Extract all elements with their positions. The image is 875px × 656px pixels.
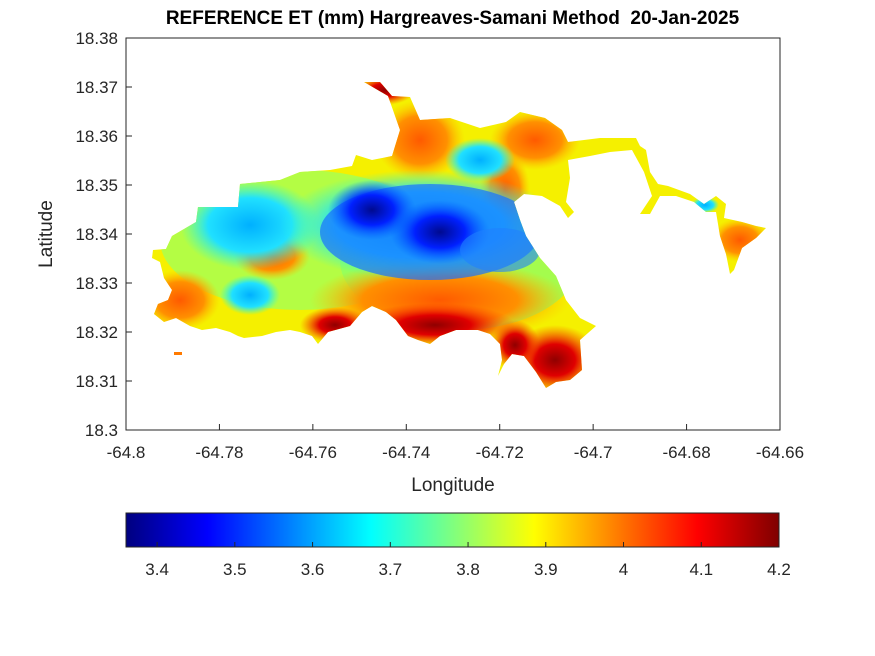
cyan-zone: [445, 138, 515, 182]
x-axis-label: Longitude: [411, 475, 494, 496]
colorbar-tick-label: 3.7: [378, 560, 402, 579]
y-axis-label: Latitude: [36, 200, 57, 268]
x-tick-label: -64.8: [107, 443, 146, 462]
x-axis-ticks: -64.8 -64.78 -64.76 -64.74 -64.72 -64.7 -64.68…: [107, 424, 804, 462]
y-tick-label: 18.33: [75, 274, 118, 293]
colorbar-tick-label: 4: [619, 560, 628, 579]
x-tick-label: -64.78: [195, 443, 243, 462]
x-tick-label: -64.66: [756, 443, 804, 462]
x-tick-label: -64.74: [382, 443, 430, 462]
colorbar-tick-label: 3.5: [223, 560, 247, 579]
y-tick-label: 18.31: [75, 372, 118, 391]
colorbar-tick-label: 3.6: [301, 560, 325, 579]
cyan-zone: [220, 275, 280, 315]
colorbar-tick-label: 3.9: [534, 560, 558, 579]
y-tick-label: 18.38: [75, 29, 118, 48]
y-axis-ticks: 18.3 18.31 18.32 18.33 18.34 18.35 18.36 18.37 1…: [75, 29, 132, 440]
islet: [174, 352, 182, 355]
colorbar: [125, 512, 780, 548]
y-tick-label: 18.34: [75, 225, 118, 244]
x-tick-label: -64.68: [662, 443, 710, 462]
colorbar-tick-label: 3.8: [456, 560, 480, 579]
colorbar-tick-label: 4.2: [767, 560, 791, 579]
map-title: REFERENCE ET (mm) Hargreaves-Samani Meth…: [165, 8, 740, 29]
colorbar-tick-label: 3.4: [145, 560, 169, 579]
x-tick-label: -64.76: [289, 443, 337, 462]
x-tick-label: -64.7: [574, 443, 613, 462]
colorbar-tick-label: 4.1: [689, 560, 713, 579]
blue-zone: [460, 228, 540, 272]
y-tick-label: 18.35: [75, 176, 118, 195]
y-tick-label: 18.3: [85, 421, 118, 440]
y-tick-label: 18.36: [75, 127, 118, 146]
y-tick-label: 18.32: [75, 323, 118, 342]
y-tick-label: 18.37: [75, 78, 118, 97]
x-tick-label: -64.72: [476, 443, 524, 462]
red-zone: [490, 320, 540, 370]
colorbar-ticks: 3.4 3.5 3.6 3.7 3.8 3.9 4 4.1 4.2: [145, 542, 791, 579]
orange-zone: [375, 100, 465, 180]
